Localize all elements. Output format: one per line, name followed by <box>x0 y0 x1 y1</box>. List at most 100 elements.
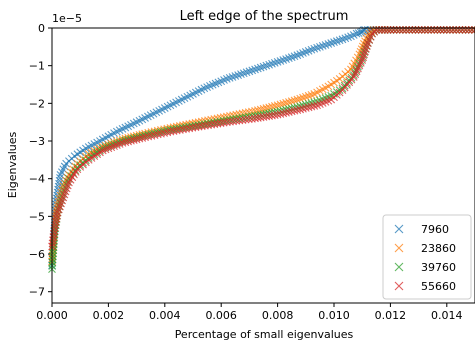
data-point <box>241 115 250 124</box>
data-point <box>147 131 156 140</box>
data-point <box>237 70 245 79</box>
data-point <box>304 103 313 112</box>
y-tick-label: −4 <box>29 173 45 186</box>
data-point <box>259 62 268 71</box>
data-point <box>124 137 133 146</box>
data-point <box>360 50 368 59</box>
data-point <box>172 126 181 135</box>
data-point <box>213 119 222 128</box>
data-point <box>179 125 187 134</box>
data-point <box>307 90 316 99</box>
data-point <box>251 65 259 74</box>
data-point <box>208 80 217 89</box>
data-point <box>310 102 319 110</box>
chart-title: Left edge of the spectrum <box>180 9 349 24</box>
data-point <box>141 133 149 142</box>
data-point <box>56 173 64 182</box>
data-point <box>206 82 214 90</box>
data-point <box>341 34 350 43</box>
data-point <box>222 74 231 83</box>
data-point <box>129 136 138 144</box>
data-point <box>235 116 244 125</box>
data-point <box>239 69 248 78</box>
legend-label: 23860 <box>421 242 456 255</box>
x-tick-label: 0.010 <box>318 309 350 322</box>
y-tick-label: −2 <box>29 97 45 110</box>
data-point <box>256 63 265 72</box>
legend-marker <box>394 281 404 291</box>
data-point <box>49 252 57 261</box>
data-point <box>157 129 165 138</box>
legend-entry: 55660 <box>394 280 456 293</box>
data-point <box>219 118 228 127</box>
data-point <box>307 102 316 111</box>
data-point <box>182 124 190 133</box>
data-point <box>301 92 310 101</box>
x-tick-label: 0.008 <box>262 309 294 322</box>
data-point <box>363 42 371 50</box>
data-point <box>359 53 368 62</box>
data-point <box>210 120 219 129</box>
legend-frame <box>382 214 472 300</box>
data-point <box>282 55 290 63</box>
data-point <box>238 116 247 124</box>
data-point <box>310 44 319 53</box>
data-point <box>217 77 226 86</box>
legend-marker <box>394 243 404 253</box>
data-point <box>185 124 194 133</box>
data-point <box>214 78 223 87</box>
data-point <box>191 123 200 132</box>
data-point <box>279 56 288 64</box>
data-point <box>293 106 302 115</box>
data-point <box>270 58 279 67</box>
data-point <box>127 136 135 145</box>
y-axis-offset-label: 1e−5 <box>52 12 82 25</box>
data-point <box>268 59 276 68</box>
data-point <box>226 117 234 126</box>
data-point <box>232 117 241 125</box>
y-tick-label: −1 <box>29 60 45 73</box>
legend-entry: 23860 <box>394 242 456 255</box>
data-point <box>48 255 57 264</box>
data-point <box>201 121 209 130</box>
data-point <box>318 42 327 50</box>
y-tick-label: −3 <box>29 135 45 148</box>
data-point <box>316 42 324 51</box>
data-point <box>225 74 234 82</box>
data-point <box>242 68 251 77</box>
data-point <box>166 127 175 136</box>
legend-entry: 39760 <box>394 261 456 274</box>
legend-label: 55660 <box>421 280 456 293</box>
data-point <box>265 60 274 69</box>
legend-label: 7960 <box>421 223 449 236</box>
data-point <box>335 36 344 45</box>
data-point <box>150 131 159 140</box>
data-point <box>153 130 162 139</box>
data-point <box>228 73 237 81</box>
data-point <box>253 64 262 73</box>
data-point <box>175 126 184 134</box>
x-tick-label: 0.002 <box>93 309 125 322</box>
data-point <box>321 41 330 49</box>
data-point <box>276 57 285 65</box>
data-point <box>222 118 231 127</box>
legend-label: 39760 <box>421 261 456 274</box>
data-point <box>262 104 271 112</box>
data-point <box>296 94 305 103</box>
data-point <box>169 127 178 135</box>
y-axis-label: Eigenvalues <box>6 131 19 198</box>
data-point <box>135 134 144 143</box>
x-axis-label: Percentage of small eigenvalues <box>175 328 354 341</box>
data-point <box>296 105 305 114</box>
data-point <box>118 139 127 147</box>
data-point <box>301 104 310 112</box>
y-tick-label: −5 <box>29 210 45 223</box>
data-point <box>332 37 341 46</box>
data-point <box>287 53 296 62</box>
data-point <box>229 117 237 126</box>
x-tick-label: 0.000 <box>36 309 68 322</box>
data-point <box>262 61 271 70</box>
x-tick-label: 0.006 <box>205 309 237 322</box>
data-point <box>132 135 141 144</box>
